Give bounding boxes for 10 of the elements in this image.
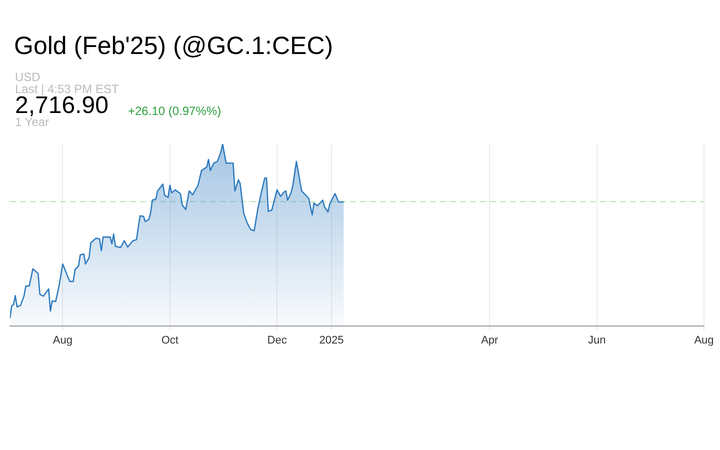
text: USD bbox=[15, 70, 40, 84]
x-tick-label: Aug bbox=[52, 334, 72, 346]
x-tick-label: Dec bbox=[267, 334, 288, 346]
chart-title: Gold (Feb'25) (@GC.1:CEC) bbox=[14, 32, 334, 61]
x-tick-label: 2025 bbox=[319, 334, 344, 346]
text: +26.10 (0.97%%) bbox=[128, 104, 222, 118]
x-tick-label: Jun bbox=[588, 334, 606, 346]
x-tick-label: Oct bbox=[161, 334, 178, 346]
x-tick-label: Aug bbox=[694, 334, 714, 346]
x-tick-label: Apr bbox=[481, 334, 499, 346]
